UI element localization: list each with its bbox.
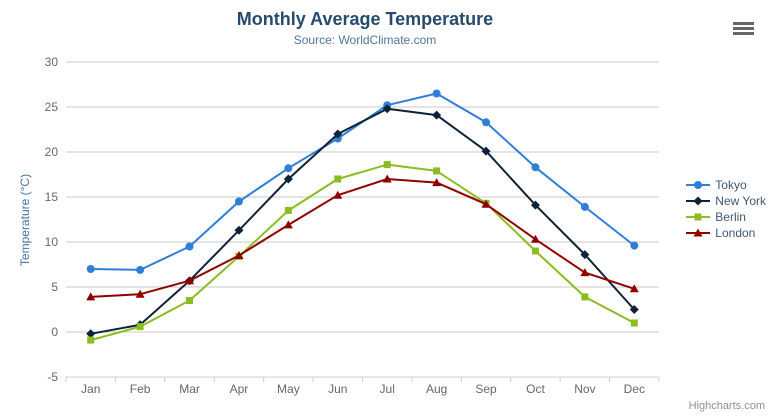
xaxis-tick-label: Jan [81,382,100,396]
data-point-tokyo[interactable] [432,89,441,98]
data-point-berlin[interactable] [136,323,144,331]
legend-item-new-york[interactable]: New York [686,193,766,209]
data-point-london[interactable] [481,199,491,208]
xaxis-tick-label: Feb [130,382,151,396]
data-point-berlin[interactable] [87,336,95,344]
data-point-tokyo[interactable] [136,265,145,274]
legend-marker [694,213,702,221]
data-point-london[interactable] [629,284,639,293]
legend-label-tokyo: Tokyo [715,178,747,192]
data-point-berlin[interactable] [334,175,342,183]
data-point-tokyo[interactable] [86,265,95,273]
data-point-tokyo[interactable] [630,241,639,250]
yaxis-tick-label: 20 [45,145,59,159]
legend-marker [693,228,703,237]
data-point-berlin[interactable] [531,247,539,255]
data-point-new-york[interactable] [333,129,343,139]
data-point-new-york[interactable] [86,329,96,339]
data-point-new-york[interactable] [530,200,540,210]
legend-symbol-triangle-icon [686,228,711,237]
legend-marker [693,196,703,206]
series-line-new-york [90,107,636,335]
series-london [86,174,639,301]
xaxis-tick-label: Jun [328,382,347,396]
legend-label-new-york: New York [715,194,766,208]
hamburger-menu-icon [733,21,755,35]
data-point-tokyo[interactable] [482,118,491,127]
xaxis-tick-label: Mar [179,382,200,396]
data-point-london[interactable] [333,190,343,199]
yaxis-tick-label: -5 [47,370,58,384]
credits-link[interactable]: Highcharts.com [688,400,765,412]
yaxis-tick-label: 30 [45,55,59,69]
series-line-tokyo [90,92,635,271]
data-point-london[interactable] [234,251,244,259]
xaxis-tick-label: Nov [574,382,595,396]
data-point-new-york[interactable] [382,104,392,114]
data-point-berlin[interactable] [383,161,391,169]
series-line-london [90,178,635,298]
legend-symbol-circle-icon [686,181,711,189]
data-point-new-york[interactable] [629,305,639,314]
xaxis-tick-label: Dec [624,382,645,396]
data-point-london[interactable] [135,289,145,298]
data-point-london[interactable] [432,178,442,187]
data-point-tokyo[interactable] [531,163,540,172]
xaxis-tick-label: Jul [380,382,395,396]
series-line-berlin [90,163,635,342]
legend-symbol-square-icon [686,213,711,221]
data-point-berlin[interactable] [284,207,292,214]
legend-label-london: London [715,226,756,240]
yaxis-tick-label: 25 [45,100,59,114]
data-point-tokyo[interactable] [580,202,589,211]
data-point-tokyo[interactable] [284,164,293,173]
data-point-berlin[interactable] [630,319,638,327]
legend-label-berlin: Berlin [715,210,746,224]
data-point-london[interactable] [185,276,195,285]
legend-item-berlin[interactable]: Berlin [686,209,766,225]
data-point-new-york[interactable] [234,225,244,235]
xaxis-tick-label: Apr [230,382,249,396]
yaxis-tick-label: 5 [51,280,58,294]
data-point-tokyo[interactable] [234,197,243,206]
legend-item-london[interactable]: London [686,225,766,241]
data-point-london[interactable] [86,292,96,301]
data-point-new-york[interactable] [481,146,491,156]
data-point-london[interactable] [530,234,540,243]
xaxis-tick-label: Aug [426,382,447,396]
data-point-london[interactable] [580,268,590,277]
xaxis-tick-label: Oct [526,382,545,396]
export-menu-button[interactable] [730,16,758,40]
data-point-london[interactable] [382,174,392,183]
series-tokyo [86,89,639,274]
yaxis-tick-label: 0 [51,325,58,339]
data-point-berlin[interactable] [186,297,194,304]
data-point-berlin[interactable] [581,293,589,301]
legend-symbol-diamond-icon [686,196,711,206]
chart-title: Monthly Average Temperature [236,9,494,29]
data-point-new-york[interactable] [580,250,590,260]
data-point-tokyo[interactable] [185,242,194,251]
data-point-new-york[interactable] [432,110,442,120]
yaxis-tick-label: 15 [45,190,59,204]
xaxis-tick-label: Sep [475,382,497,396]
series-new-york [86,104,639,339]
data-point-london[interactable] [283,220,293,229]
legend: Tokyo New York Berlin London [686,177,766,241]
chart-subtitle: Source: WorldClimate.com [293,33,437,47]
xaxis-tick-label: May [277,382,300,396]
legend-marker [694,181,703,189]
data-point-new-york[interactable] [283,174,293,184]
data-point-berlin[interactable] [433,167,441,175]
legend-item-tokyo[interactable]: Tokyo [686,177,766,193]
yaxis-tick-label: 10 [45,235,59,249]
